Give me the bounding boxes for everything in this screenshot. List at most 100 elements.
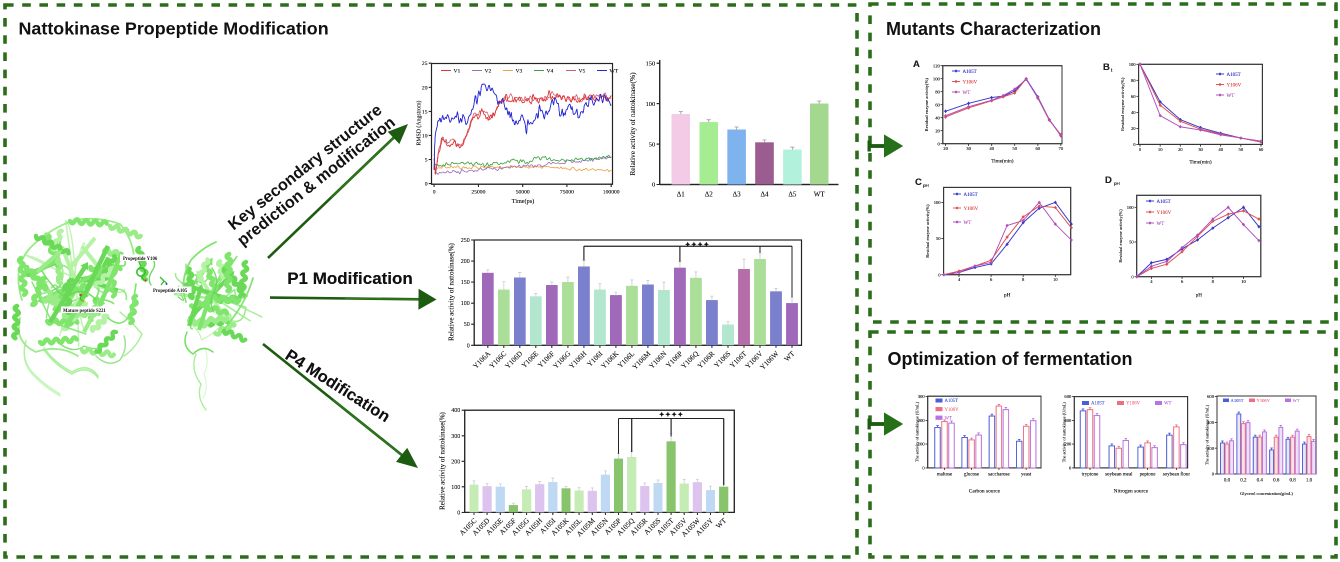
svg-text:4: 4 <box>958 277 961 282</box>
svg-text:Residual enzyme activity(%): Residual enzyme activity(%) <box>1118 209 1123 263</box>
svg-text:100: 100 <box>646 101 656 108</box>
svg-text:Y106M: Y106M <box>631 349 653 371</box>
svg-text:Propeptide Y106: Propeptide Y106 <box>123 257 158 262</box>
svg-text:600: 600 <box>1207 394 1215 399</box>
svg-text:15: 15 <box>422 109 428 115</box>
svg-text:The activity of nattokinase (U: The activity of nattokinase (U/mL) <box>1062 402 1067 463</box>
svg-text:peptone: peptone <box>1140 472 1157 477</box>
svg-text:100: 100 <box>1127 205 1135 210</box>
svg-text:150: 150 <box>461 280 470 286</box>
svg-text:200: 200 <box>451 459 460 465</box>
svg-text:10: 10 <box>1053 277 1058 282</box>
svg-text:Y106V: Y106V <box>1126 402 1141 407</box>
svg-text:300: 300 <box>451 434 460 440</box>
svg-text:Residual enzyme activity(%): Residual enzyme activity(%) <box>925 204 930 258</box>
svg-text:WT: WT <box>1293 398 1300 403</box>
svg-text:60: 60 <box>1259 147 1264 152</box>
svg-text:A105T: A105T <box>1227 73 1241 78</box>
svg-text:400: 400 <box>1064 418 1072 423</box>
svg-text:Mature peptide S221: Mature peptide S221 <box>63 309 106 314</box>
svg-text:maltose: maltose <box>937 472 953 477</box>
svg-text:Mutants Characterization: Mutants Characterization <box>886 19 1101 39</box>
svg-text:60: 60 <box>935 102 940 107</box>
svg-text:75000: 75000 <box>560 190 574 196</box>
svg-text:0.8: 0.8 <box>1289 479 1296 484</box>
svg-text:A105T: A105T <box>1227 73 1241 78</box>
svg-text:V4: V4 <box>547 69 554 75</box>
svg-text:Y106V: Y106V <box>1257 398 1271 403</box>
svg-text:0: 0 <box>1212 472 1215 477</box>
svg-text:0: 0 <box>457 510 460 516</box>
svg-text:P4 Modification: P4 Modification <box>282 346 393 426</box>
svg-text:10: 10 <box>1158 147 1163 152</box>
svg-text:pH: pH <box>1196 293 1203 299</box>
svg-text:600: 600 <box>1064 394 1072 399</box>
svg-text:WT: WT <box>1164 402 1172 407</box>
svg-text:40: 40 <box>1218 147 1223 152</box>
svg-text:V3: V3 <box>516 69 523 75</box>
svg-text:A105T: A105T <box>945 399 959 404</box>
svg-text:0: 0 <box>938 272 941 277</box>
svg-text:10: 10 <box>422 133 428 139</box>
svg-text:WT: WT <box>1157 222 1165 227</box>
svg-text:100: 100 <box>933 76 941 81</box>
svg-text:P1 Modification: P1 Modification <box>287 269 413 288</box>
svg-text:200: 200 <box>918 418 926 423</box>
svg-text:A: A <box>913 59 920 70</box>
svg-text:100000: 100000 <box>603 190 620 196</box>
svg-text:glucose: glucose <box>964 472 980 477</box>
svg-text:200: 200 <box>461 259 470 265</box>
svg-text:300: 300 <box>918 394 926 399</box>
svg-text:40: 40 <box>1218 147 1223 152</box>
svg-text:100: 100 <box>1129 62 1137 67</box>
svg-text:A105T: A105T <box>1091 402 1105 407</box>
svg-text:WT: WT <box>1293 398 1300 403</box>
svg-text:250: 250 <box>461 238 470 244</box>
svg-text:6: 6 <box>1181 279 1184 284</box>
svg-text:The activity of nattokinase (U: The activity of nattokinase (U/mL) <box>915 401 920 462</box>
svg-text:WT: WT <box>964 221 972 226</box>
svg-text:0: 0 <box>922 466 925 471</box>
svg-text:50: 50 <box>649 141 655 148</box>
svg-text:WT: WT <box>1227 94 1235 99</box>
svg-text:20: 20 <box>422 85 428 91</box>
svg-text:Δ4: Δ4 <box>760 191 769 199</box>
svg-text:Propeptide A105: Propeptide A105 <box>153 289 188 294</box>
svg-text:0: 0 <box>652 182 655 189</box>
svg-text:WT: WT <box>945 416 953 421</box>
svg-text:0.6: 0.6 <box>1273 479 1280 484</box>
svg-text:Y106K: Y106K <box>600 349 621 370</box>
svg-text:0: 0 <box>922 466 925 471</box>
svg-text:Δ2: Δ2 <box>705 191 714 199</box>
svg-text:Time(ps): Time(ps) <box>512 198 534 205</box>
svg-text:A105T: A105T <box>964 193 978 198</box>
svg-text:Y106D: Y106D <box>504 350 525 371</box>
svg-text:A105T: A105T <box>1231 398 1244 403</box>
svg-text:30: 30 <box>1198 147 1203 152</box>
svg-text:soybean meal: soybean meal <box>1105 472 1133 477</box>
svg-text:pH: pH <box>1004 293 1011 299</box>
svg-text:A105T: A105T <box>1231 398 1244 403</box>
svg-text:prediction & modification: prediction & modification <box>234 113 399 249</box>
svg-text:0.0: 0.0 <box>1224 479 1231 484</box>
svg-text:70: 70 <box>1059 146 1064 151</box>
svg-text:0: 0 <box>425 182 428 188</box>
svg-text:25: 25 <box>422 61 428 67</box>
svg-text:20: 20 <box>935 128 940 133</box>
svg-text:0: 0 <box>467 343 470 349</box>
svg-text:50: 50 <box>1012 146 1017 151</box>
svg-text:V1: V1 <box>454 69 461 75</box>
svg-text:Δ5: Δ5 <box>788 191 797 199</box>
svg-text:50: 50 <box>936 236 941 241</box>
svg-text:5: 5 <box>425 158 428 164</box>
svg-text:Y106V: Y106V <box>1227 83 1242 88</box>
svg-text:100: 100 <box>461 301 470 307</box>
svg-text:Y106V: Y106V <box>1157 211 1172 216</box>
svg-text:Glycerol concentration(g/mL): Glycerol concentration(g/mL) <box>1240 491 1293 496</box>
svg-text:pH: pH <box>1196 293 1203 299</box>
svg-text:tryptone: tryptone <box>1082 472 1099 477</box>
svg-text:0: 0 <box>425 182 428 188</box>
svg-text:100: 100 <box>451 485 460 491</box>
svg-text:A105T: A105T <box>1157 200 1171 205</box>
svg-text:400: 400 <box>1207 420 1215 425</box>
